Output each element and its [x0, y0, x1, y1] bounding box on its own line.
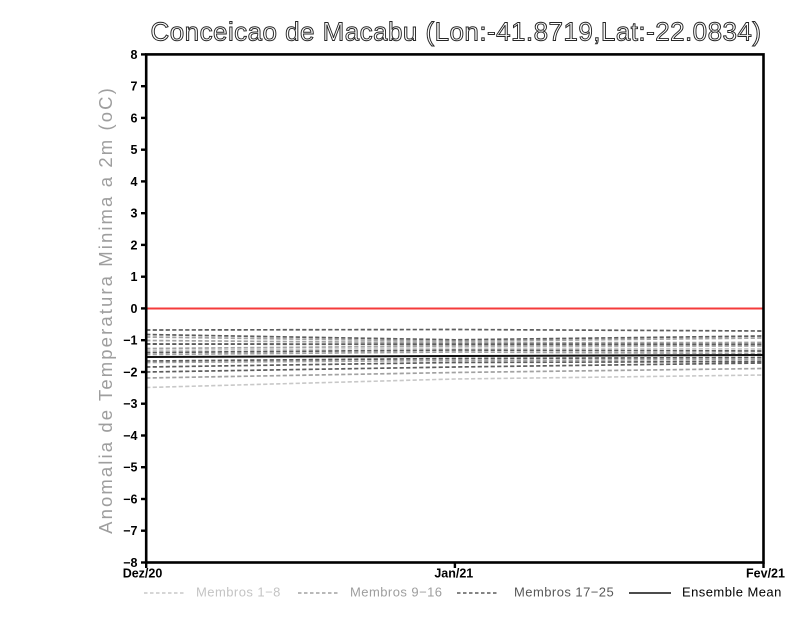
svg-text:3: 3: [131, 207, 138, 221]
svg-text:Ensemble Mean: Ensemble Mean: [682, 585, 782, 600]
svg-text:−4: −4: [123, 429, 137, 443]
svg-text:6: 6: [131, 111, 138, 125]
svg-text:−6: −6: [123, 493, 137, 507]
svg-text:2: 2: [131, 238, 138, 252]
svg-text:7: 7: [131, 80, 138, 94]
svg-text:Conceicao de Macabu (Lon:-41.8: Conceicao de Macabu (Lon:-41.8719,Lat:-2…: [151, 17, 762, 47]
svg-text:−1: −1: [123, 334, 137, 348]
svg-text:Fev/21: Fev/21: [746, 567, 785, 581]
svg-text:0: 0: [131, 302, 138, 316]
svg-text:5: 5: [131, 143, 138, 157]
svg-text:−3: −3: [123, 397, 137, 411]
svg-text:−8: −8: [123, 556, 137, 570]
svg-text:−2: −2: [123, 366, 137, 380]
svg-text:Membros 1−8: Membros 1−8: [196, 585, 281, 600]
svg-text:Anomalia de Temperatura Minima: Anomalia de Temperatura Minima a 2m (oC): [95, 86, 116, 534]
svg-text:8: 8: [131, 48, 138, 62]
svg-text:Membros 9−16: Membros 9−16: [350, 585, 442, 600]
svg-text:1: 1: [131, 270, 138, 284]
svg-text:−7: −7: [123, 524, 137, 538]
svg-text:Dez/20: Dez/20: [123, 567, 163, 581]
svg-text:Membros 17−25: Membros 17−25: [514, 585, 614, 600]
svg-text:−5: −5: [123, 461, 137, 475]
svg-text:4: 4: [131, 175, 138, 189]
svg-text:Jan/21: Jan/21: [434, 567, 473, 581]
